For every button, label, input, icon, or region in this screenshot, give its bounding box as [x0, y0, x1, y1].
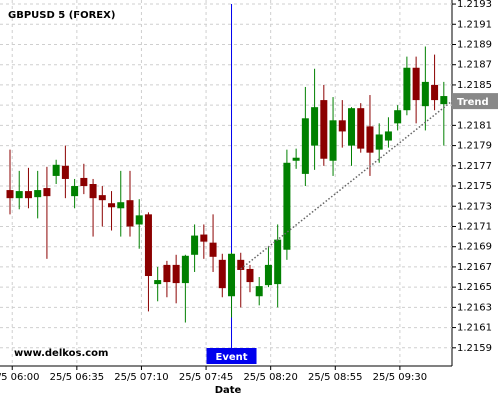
candle-body: [117, 202, 125, 209]
candle-body: [89, 184, 97, 199]
candle-body: [357, 108, 365, 149]
x-tick-label: 25/5 07:10: [114, 372, 168, 383]
candle-body: [301, 118, 309, 174]
candle-body: [154, 280, 162, 285]
y-tick-label: 1.2171: [457, 221, 492, 232]
trend-label: Trend: [457, 97, 489, 108]
candle-body: [283, 162, 291, 250]
x-tick-label: 25/5 06:00: [0, 372, 39, 383]
x-axis-label: Date: [215, 385, 242, 396]
candle-body: [412, 67, 420, 101]
candle-body: [80, 177, 88, 187]
y-tick-label: 1.2179: [457, 141, 492, 152]
candle-body: [255, 286, 263, 297]
candle-body: [163, 264, 171, 283]
y-tick-label: 1.2165: [457, 282, 492, 293]
x-tick-label: 25/5 08:20: [243, 372, 297, 383]
y-tick-label: 1.2163: [457, 302, 492, 313]
candle-body: [274, 239, 282, 285]
candle-body: [191, 235, 199, 255]
watermark: www.delkos.com: [14, 348, 108, 359]
candle-body: [329, 120, 337, 161]
trend-line: [240, 100, 453, 270]
candle-body: [338, 120, 346, 132]
candle-body: [135, 215, 143, 225]
candle-body: [61, 165, 69, 179]
candle-body: [34, 190, 42, 198]
candle-body: [181, 255, 189, 284]
candle-body: [403, 67, 411, 111]
candle-body: [172, 264, 180, 284]
candle-body: [246, 268, 254, 283]
y-tick-label: 1.2159: [457, 343, 492, 354]
y-tick-label: 1.2173: [457, 201, 492, 212]
candle-body: [98, 195, 106, 201]
y-tick-label: 1.2161: [457, 323, 492, 334]
candle-body: [15, 191, 23, 199]
y-tick-label: 1.2191: [457, 19, 492, 30]
x-tick-label: 25/5 09:30: [373, 372, 427, 383]
chart-title: GBPUSD 5 (FOREX): [8, 10, 115, 21]
candle-body: [440, 96, 448, 105]
candle-body: [228, 253, 236, 297]
candle-body: [421, 81, 429, 107]
x-tick-label: 25/5 07:45: [179, 372, 233, 383]
candle-body: [237, 259, 245, 270]
y-tick-label: 1.2167: [457, 262, 492, 273]
candle-body: [292, 157, 300, 161]
y-tick-label: 1.2177: [457, 161, 492, 172]
candle-body: [43, 188, 51, 197]
candle-body: [126, 200, 134, 227]
candle-body: [52, 164, 60, 176]
candle-body: [366, 126, 374, 153]
y-tick-label: 1.2175: [457, 181, 492, 192]
x-tick-label: 25/5 06:35: [50, 372, 104, 383]
candle-body: [24, 191, 32, 199]
candle-body: [375, 134, 383, 150]
candle-body: [209, 242, 217, 257]
event-label-box: [206, 348, 257, 364]
y-tick-label: 1.2193: [457, 0, 492, 10]
y-tick-label: 1.2187: [457, 60, 492, 71]
y-tick-label: 1.2189: [457, 39, 492, 50]
candle-body: [144, 214, 152, 277]
y-tick-label: 1.2185: [457, 80, 492, 91]
candle-body: [384, 131, 392, 141]
candle-body: [71, 186, 79, 197]
y-tick-label: 1.2169: [457, 242, 492, 253]
x-tick-label: 25/5 08:55: [308, 372, 362, 383]
candle-body: [264, 264, 272, 286]
candle-body: [6, 190, 14, 199]
candle-body: [200, 234, 208, 242]
candle-body: [348, 108, 356, 146]
candle-body: [218, 259, 226, 289]
candle-body: [431, 84, 439, 101]
candle-body: [320, 100, 328, 159]
event-label: Event: [216, 352, 248, 363]
candle-body: [394, 110, 402, 124]
candle-body: [108, 203, 116, 208]
candle-body: [311, 107, 319, 146]
y-tick-label: 1.2181: [457, 120, 492, 131]
trend-label-box: [452, 93, 498, 110]
